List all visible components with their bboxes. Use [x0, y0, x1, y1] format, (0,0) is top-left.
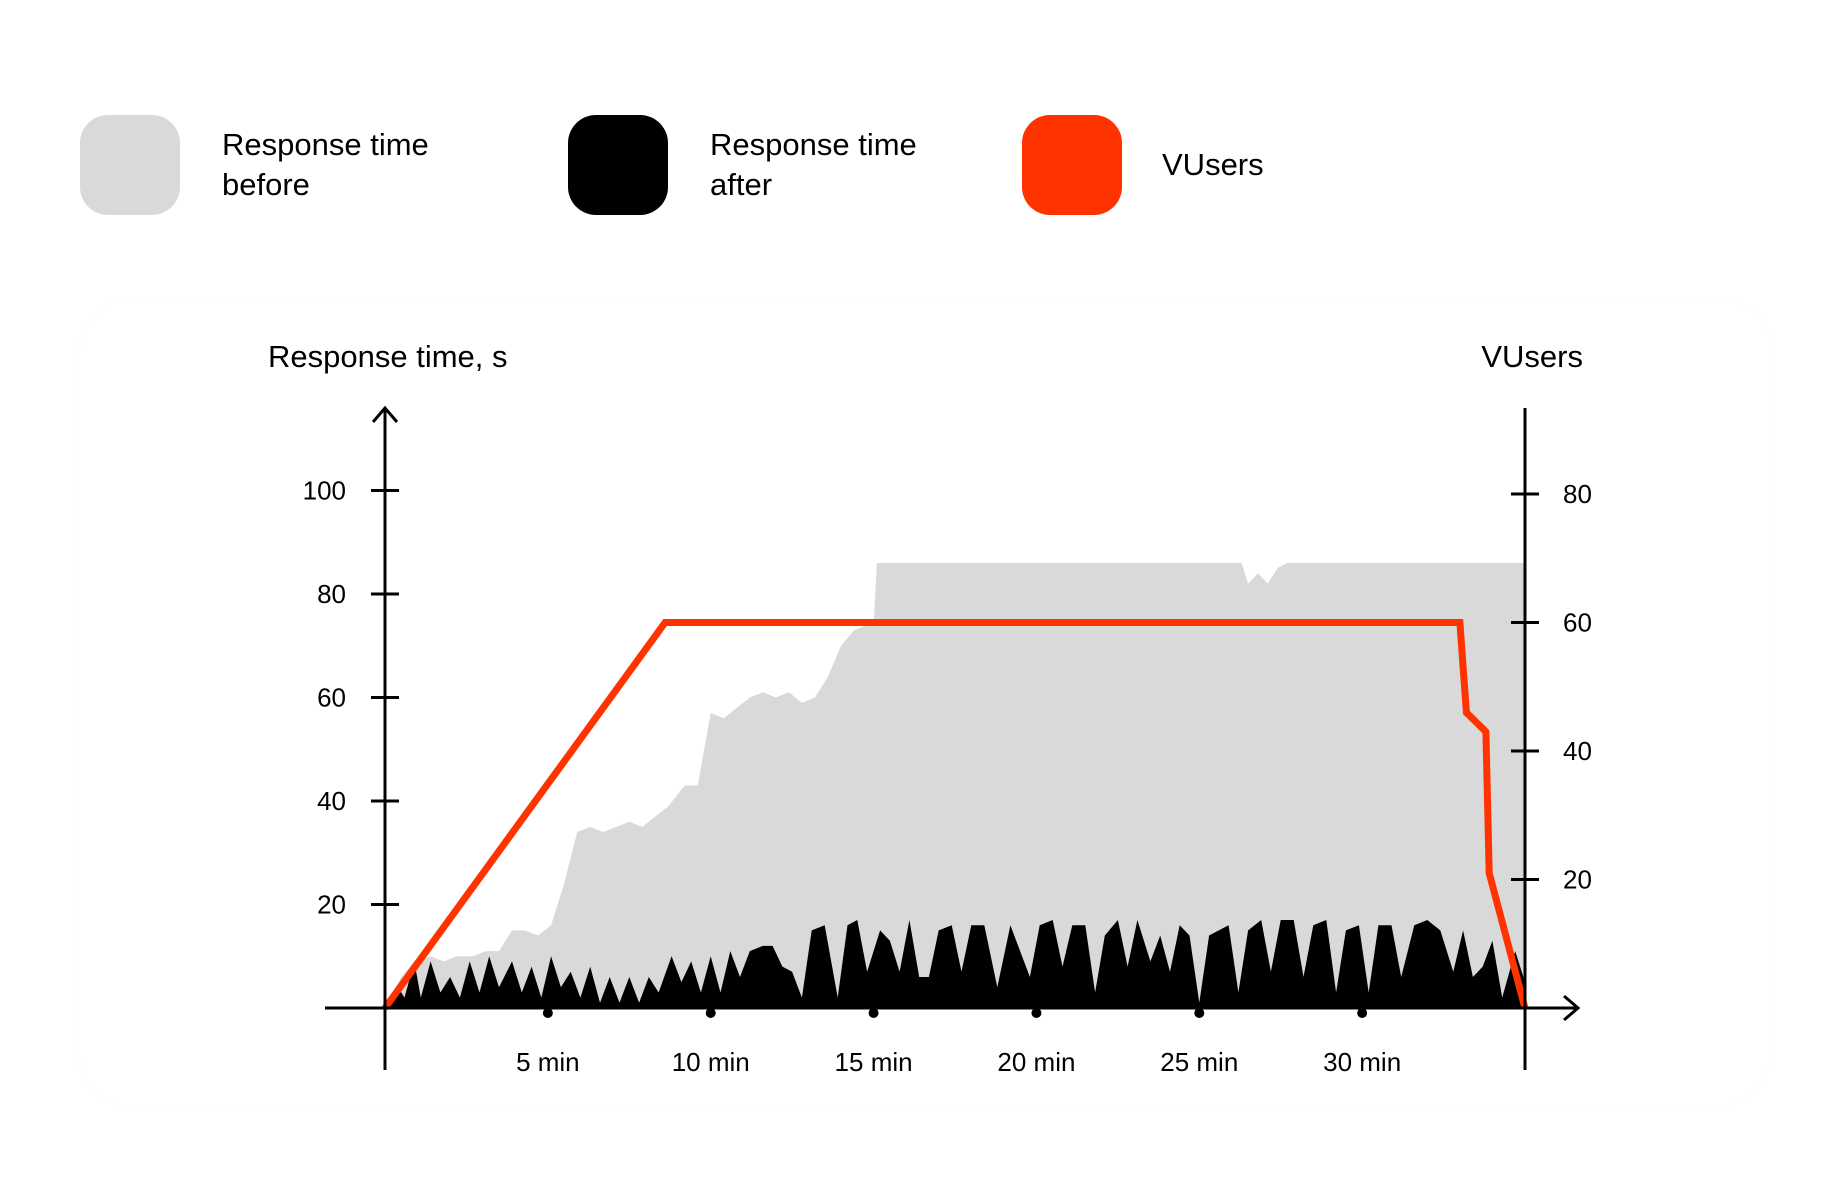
chart-series-layer: [382, 563, 1529, 1011]
left-tick-label-40: 40: [317, 786, 346, 816]
left-tick-label-60: 60: [317, 683, 346, 713]
x-tick-25: [1194, 1008, 1205, 1018]
legend-item-after: Response time after: [568, 115, 917, 215]
chart-legend: Response time before Response time after…: [80, 115, 1480, 215]
series-area-response-time-after: [385, 920, 1525, 1008]
right-tick-label-20: 20: [1563, 865, 1592, 895]
legend-item-vusers: VUsers: [1022, 115, 1264, 215]
x-tick-10: [705, 1008, 716, 1018]
legend-swatch-vusers: [1022, 115, 1122, 215]
x-tick-label-30: 30 min: [1323, 1047, 1401, 1077]
right-tick-label-60: 60: [1563, 608, 1592, 638]
x-tick-label-5: 5 min: [516, 1047, 580, 1077]
x-tick-label-10: 10 min: [672, 1047, 750, 1077]
x-tick-15: [868, 1008, 879, 1018]
chart-axes: [325, 405, 1581, 1070]
right-axis-title: VUsers: [1481, 339, 1583, 374]
chart-labels: 20 40 60 80 100 20 40 60 80 5 min 10 min 15 min 20 m…: [303, 476, 1592, 1078]
right-tick-label-40: 40: [1563, 736, 1592, 766]
left-tick-label-100: 100: [303, 476, 346, 506]
right-tick-label-80: 80: [1563, 479, 1592, 509]
x-tick-label-15: 15 min: [835, 1047, 913, 1077]
legend-item-before: Response time before: [80, 115, 429, 215]
left-axis-arrow: [371, 405, 399, 423]
legend-label-after: Response time after: [710, 127, 917, 202]
x-tick-30: [1357, 1008, 1368, 1018]
legend-swatch-before: [80, 115, 180, 215]
left-tick-label-20: 20: [317, 890, 346, 920]
series-line-vusers: [382, 619, 1529, 1011]
x-tick-20: [1031, 1008, 1042, 1018]
series-area-response-time-before: [385, 563, 1525, 1008]
x-axis-arrow: [1563, 994, 1581, 1022]
legend-label-before: Response time before: [222, 127, 429, 202]
legend-swatch-after: [568, 115, 668, 215]
x-tick-label-20: 20 min: [997, 1047, 1075, 1077]
left-tick-label-80: 80: [317, 579, 346, 609]
legend-label-vusers: VUsers: [1162, 147, 1264, 182]
x-tick-5: [542, 1008, 553, 1018]
left-axis-title: Response time, s: [268, 339, 508, 374]
x-tick-label-25: 25 min: [1160, 1047, 1238, 1077]
